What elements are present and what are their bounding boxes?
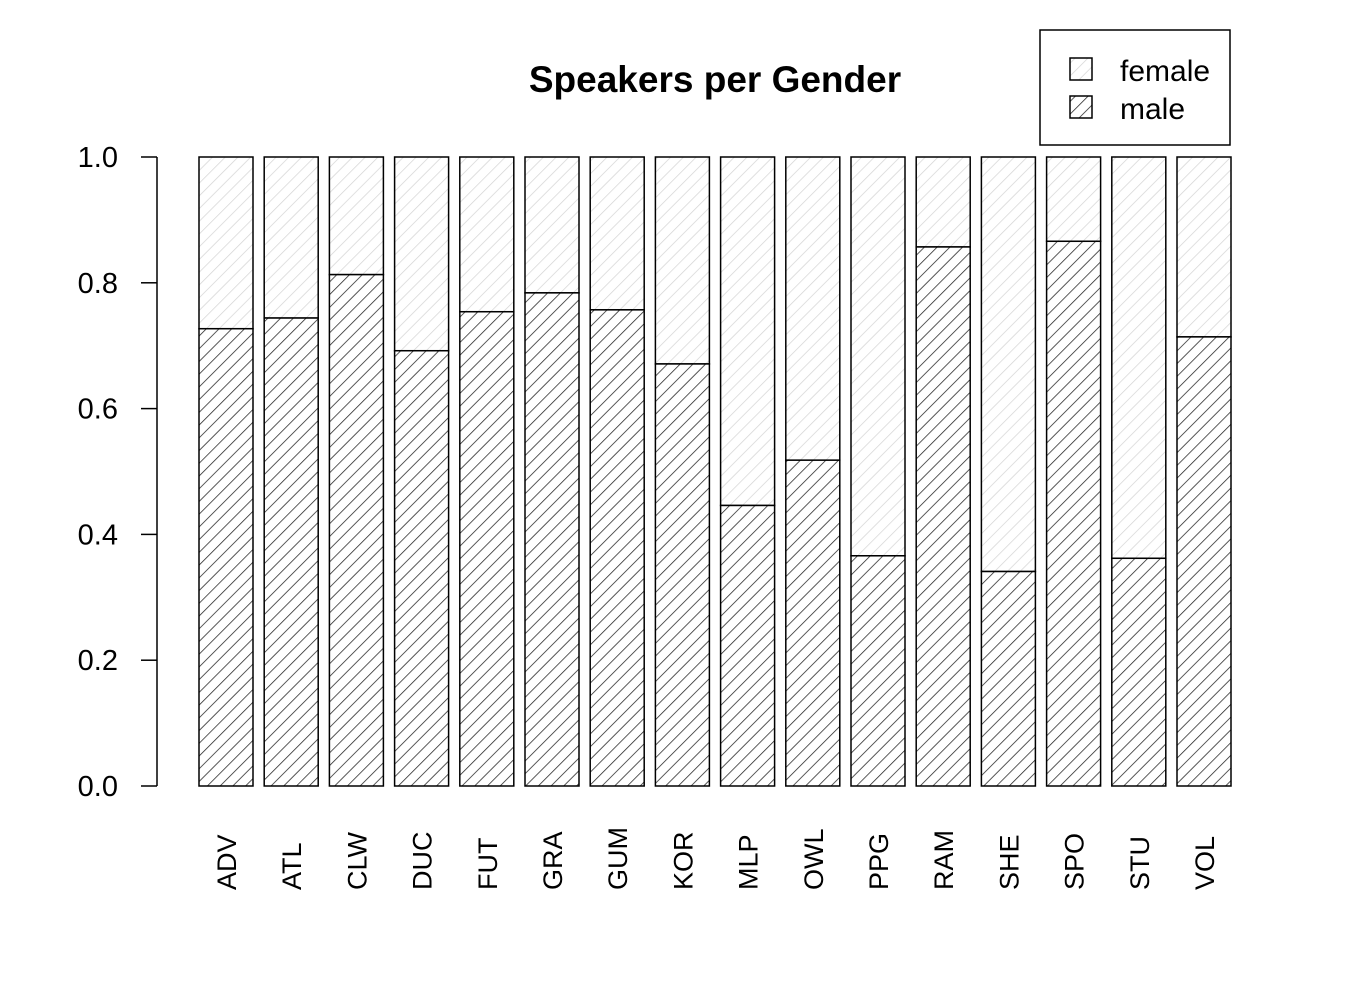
bar-segment-male <box>654 363 711 787</box>
x-tick-label: FUT <box>473 838 503 890</box>
y-tick-label: 0.0 <box>78 771 118 803</box>
x-tick-label: ATL <box>277 842 307 890</box>
x-tick-label: VOL <box>1190 836 1220 890</box>
bar-segment-male <box>198 327 254 787</box>
bar-segment-female <box>328 156 385 276</box>
bar-segment-male <box>1176 336 1232 787</box>
bar-segment-male <box>980 570 1037 787</box>
bar-segment-male <box>393 349 450 787</box>
x-tick-label: PPG <box>864 833 894 890</box>
legend-label-female: female <box>1120 55 1210 88</box>
x-tick-label: CLW <box>342 831 372 890</box>
bar-segment-female <box>589 156 645 311</box>
legend-swatch-female <box>1069 57 1093 81</box>
bar-segment-male <box>589 309 645 787</box>
x-tick-label: MLP <box>734 834 764 890</box>
bar-segment-male <box>719 504 776 787</box>
bar-segment-female <box>263 156 319 319</box>
bar-segment-male <box>785 459 841 787</box>
x-axis-labels: ADV ATL CLW DUC FUT GRA GUM KOR MLP OWL PPG RAM SHE S… <box>212 827 1220 890</box>
x-tick-label: SHE <box>994 834 1024 890</box>
bar-segment-female <box>459 156 515 313</box>
legend-swatch-male <box>1069 95 1093 119</box>
bar-segment-female <box>785 156 841 461</box>
bar-segment-male <box>263 317 319 787</box>
y-tick-label: 1.0 <box>78 142 118 174</box>
x-tick-label: ADV <box>212 834 242 890</box>
bar-segment-female <box>980 156 1037 573</box>
x-tick-label: RAM <box>929 830 959 890</box>
x-tick-label: GRA <box>538 831 568 890</box>
legend: female male <box>1039 29 1231 146</box>
bar-segment-male <box>1045 240 1102 787</box>
x-tick-label: OWL <box>799 828 829 890</box>
bar-segment-male <box>328 273 385 787</box>
x-tick-label: DUC <box>408 832 438 891</box>
y-axis: 0.0 0.2 0.4 0.6 0.8 1.0 <box>78 142 158 803</box>
x-tick-label: KOR <box>668 831 698 890</box>
bars <box>198 156 1232 787</box>
bar-segment-female <box>1176 156 1232 338</box>
x-tick-label: GUM <box>603 827 633 890</box>
y-tick-label: 0.4 <box>78 519 118 551</box>
x-tick-label: SPO <box>1060 833 1090 890</box>
legend-box <box>1039 29 1231 146</box>
y-tick-label: 0.8 <box>78 268 118 300</box>
bar-segment-male <box>524 292 580 787</box>
bar-segment-female <box>719 156 776 507</box>
bar-segment-female <box>654 156 711 365</box>
bar-segment-female <box>198 156 254 330</box>
y-tick-label: 0.6 <box>78 394 118 426</box>
bar-segment-male <box>850 555 906 787</box>
bar-segment-male <box>1111 557 1167 787</box>
bar-segment-male <box>915 246 971 787</box>
bar-segment-male <box>459 310 515 787</box>
legend-label-male: male <box>1120 93 1185 126</box>
bar-segment-female <box>1111 156 1167 560</box>
bar-segment-female <box>915 156 971 248</box>
y-tick-label: 0.2 <box>78 645 118 677</box>
bar-segment-female <box>1045 156 1102 243</box>
bar-segment-female <box>850 156 906 557</box>
bar-segment-female <box>524 156 580 294</box>
chart-title: Speakers per Gender <box>529 59 901 100</box>
x-tick-label: STU <box>1125 836 1155 890</box>
bar-segment-female <box>393 156 450 352</box>
